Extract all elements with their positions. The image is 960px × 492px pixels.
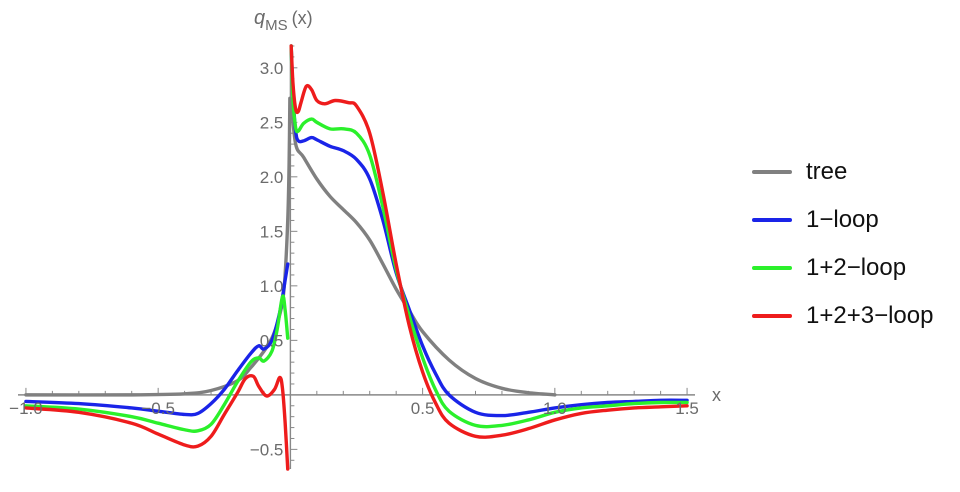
x-tick-label: 1.5 (675, 399, 699, 418)
x-tick-label: 1.0 (543, 399, 567, 418)
y-axis-label-sub: MS (265, 17, 288, 34)
y-axis-label-main: q (254, 7, 265, 29)
y-tick-label: 1.0 (260, 277, 284, 296)
legend-swatch-tree (752, 170, 792, 174)
legend-item-tree: tree (752, 148, 933, 196)
legend-swatch-1-2-3-loop (752, 314, 792, 318)
x-tick-label: −1.0 (9, 399, 43, 418)
series-1-2-3-loop-segment-2 (289, 44, 689, 439)
legend-item-1-2-3-loop: 1+2+3−loop (752, 292, 933, 340)
x-tick-label: −0.5 (141, 399, 175, 418)
series-1-2-loop-segment-1 (24, 294, 290, 433)
legend-item-1-2-loop: 1+2−loop (752, 244, 933, 292)
y-tick-label: 2.0 (260, 168, 284, 187)
legend-label-1-2-3-loop: 1+2+3−loop (806, 302, 934, 329)
y-tick-label: 2.5 (260, 113, 284, 132)
legend-item-1-loop: 1−loop (752, 196, 933, 244)
legend-label-1-2-loop: 1+2−loop (806, 254, 907, 281)
y-axis-label: qMS (x) (254, 7, 313, 34)
legend-label-tree: tree (806, 158, 848, 185)
curves (24, 44, 689, 471)
y-tick-label: 0.5 (260, 331, 284, 350)
x-tick-label: 0.5 (411, 399, 435, 418)
tick-labels: −1.0 −0.5 0.5 1.0 1.5 −0.5 0.5 1.0 1.5 2.0 2.5 3.0 (9, 59, 699, 460)
y-axis-label-arg: (x) (292, 8, 313, 28)
legend-swatch-1-loop (752, 218, 792, 222)
legend: tree 1−loop 1+2−loop 1+2+3−loop (752, 148, 933, 340)
x-axis-label: x (712, 385, 721, 405)
series-1-2-3-loop-segment-1 (24, 374, 290, 471)
legend-label-1-loop: 1−loop (806, 206, 879, 233)
y-tick-label: 3.0 (260, 59, 284, 78)
y-tick-label: 1.5 (260, 222, 284, 241)
series-1-loop-segment-1 (24, 262, 290, 417)
series-tree-segment-2 (289, 98, 557, 397)
series-tree-segment-1 (24, 96, 292, 397)
y-tick-label: −0.5 (250, 440, 284, 459)
legend-swatch-1-2-loop (752, 266, 792, 270)
